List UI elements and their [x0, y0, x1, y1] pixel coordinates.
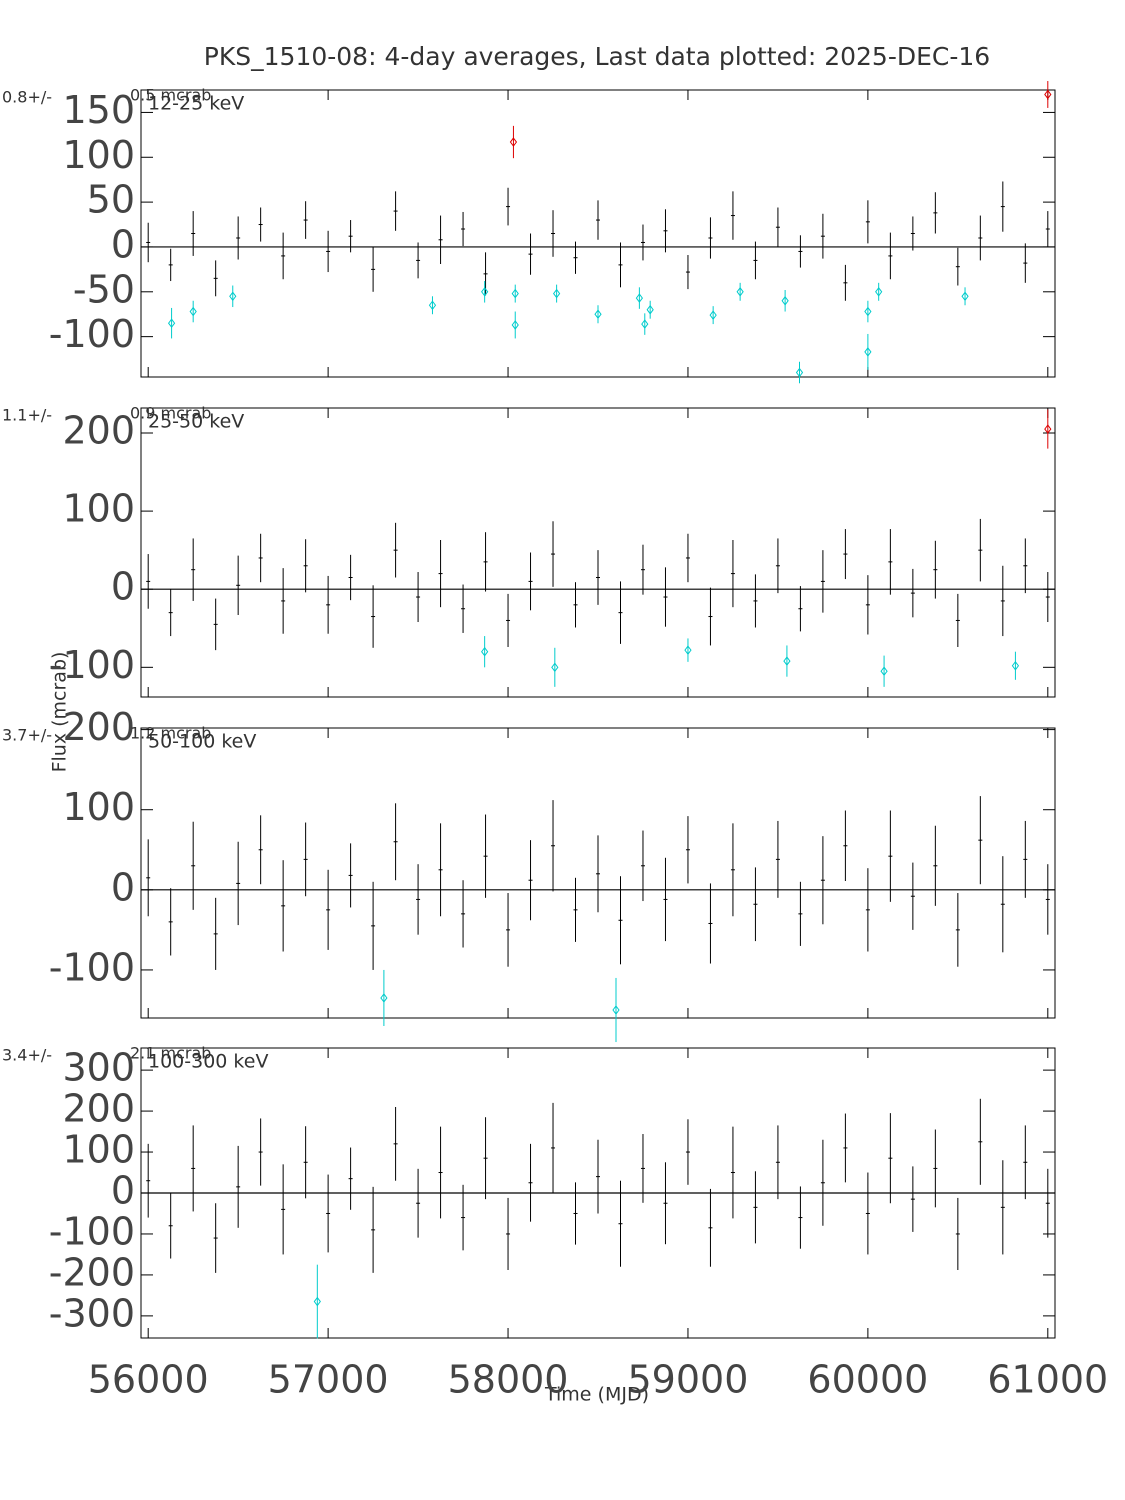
data-point	[189, 306, 197, 317]
y-tick-label: 0	[111, 865, 135, 909]
data-point	[864, 347, 872, 357]
data-point	[875, 286, 883, 297]
y-tick-label: -50	[73, 267, 135, 311]
y-tick-label: 0	[111, 1169, 135, 1213]
x-tick-label: 59000	[628, 1358, 749, 1402]
data-point	[380, 993, 388, 1003]
mean-label: 1.1+/-	[2, 406, 52, 425]
data-point	[635, 293, 644, 303]
data-point	[551, 662, 559, 673]
y-tick-label: 0	[111, 222, 135, 266]
data-point	[1011, 660, 1020, 671]
y-tick-label: 100	[62, 1128, 135, 1172]
x-tick-label: 57000	[268, 1358, 389, 1402]
data-point	[594, 309, 602, 320]
band-label: 25-50 keV	[148, 411, 244, 433]
data-point	[736, 286, 744, 297]
data-point	[1044, 424, 1052, 434]
data-point	[781, 295, 789, 306]
mean-label: 0.8+/-	[2, 88, 52, 107]
plot-frame	[140, 407, 1056, 698]
plot-frame	[140, 89, 1056, 378]
x-tick-label: 58000	[448, 1358, 569, 1402]
data-point	[864, 306, 872, 317]
data-point	[783, 656, 791, 666]
mean-error-label: 0.5 mcrab	[130, 86, 211, 105]
data-point	[641, 319, 649, 329]
data-point	[1044, 89, 1052, 100]
x-axis-label: Time (MJD)	[544, 1384, 649, 1406]
data-point	[961, 291, 969, 302]
y-tick-label: -100	[49, 312, 135, 356]
data-point	[481, 286, 489, 297]
x-tick-label: 56000	[88, 1358, 209, 1402]
mean-label: 3.7+/-	[2, 726, 52, 745]
data-point	[428, 300, 437, 311]
data-point	[481, 646, 489, 657]
y-tick-label: -200	[49, 1250, 135, 1294]
mean-label: 3.4+/-	[2, 1046, 52, 1065]
y-tick-label: 200	[62, 705, 135, 749]
data-point	[229, 291, 237, 302]
band-label: 50-100 keV	[148, 731, 256, 753]
y-tick-label: 300	[62, 1046, 135, 1090]
data-point	[795, 367, 804, 378]
data-point	[511, 288, 519, 299]
mean-error-label: 0.9 mcrab	[130, 404, 211, 423]
y-tick-label: 0	[111, 565, 135, 609]
y-tick-label: 200	[62, 408, 135, 452]
y-tick-label: 100	[62, 133, 135, 177]
y-tick-label: -300	[49, 1291, 135, 1335]
y-tick-label: -100	[49, 1209, 135, 1253]
data-point	[552, 288, 561, 299]
chart-title: PKS_1510-08: 4-day averages, Last data p…	[204, 42, 990, 71]
y-tick-label: 200	[62, 1087, 135, 1131]
plot-frame	[140, 727, 1056, 1019]
y-tick-label: 150	[62, 88, 135, 132]
y-tick-label: 100	[62, 487, 135, 531]
data-point	[880, 666, 888, 677]
data-point	[709, 310, 717, 320]
x-tick-label: 60000	[807, 1358, 928, 1402]
data-point	[612, 1005, 620, 1015]
band-label: 12-25 keV	[148, 93, 244, 115]
data-point	[684, 645, 692, 655]
band-label: 100-300 keV	[148, 1051, 268, 1073]
y-axis-label: Flux (mcrab)	[49, 652, 71, 773]
data-point	[509, 137, 518, 147]
mean-error-label: 1.2 mcrab	[130, 724, 211, 743]
y-tick-label: 100	[62, 785, 135, 829]
mean-error-label: 2.1 mcrab	[130, 1044, 211, 1063]
data-point	[646, 304, 654, 315]
x-tick-label: 61000	[987, 1358, 1108, 1402]
y-tick-label: 50	[87, 178, 135, 222]
y-tick-label: -100	[49, 643, 135, 687]
y-tick-label: -100	[49, 945, 135, 989]
data-point	[313, 1296, 321, 1307]
data-point	[167, 318, 176, 329]
data-point	[511, 320, 519, 330]
